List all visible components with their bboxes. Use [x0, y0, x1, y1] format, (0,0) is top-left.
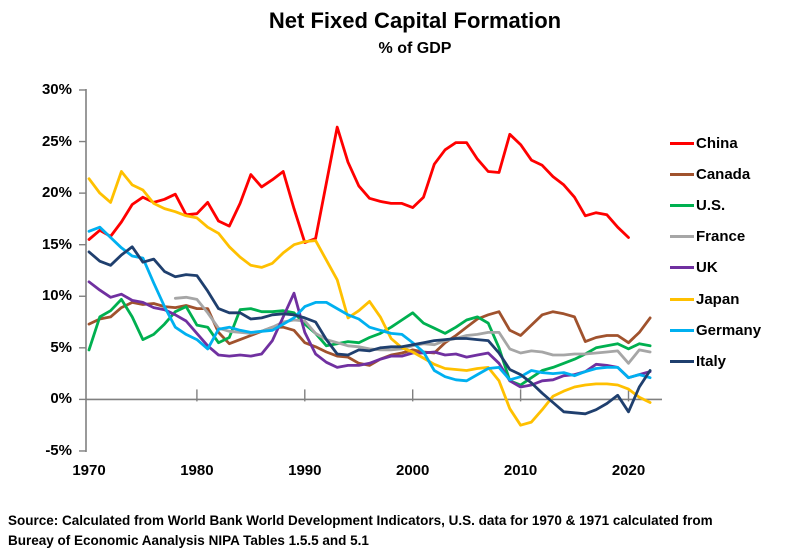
legend-label: France	[696, 228, 746, 246]
chart-subtitle: % of GDP	[378, 40, 452, 57]
legend-swatch	[670, 359, 694, 363]
series-line-japan	[87, 170, 652, 427]
legend-swatch	[670, 297, 694, 301]
series-line-italy	[87, 245, 652, 416]
legend-item-germany: Germany	[670, 320, 761, 340]
x-tick-label: 1980	[180, 462, 214, 479]
source-note: Source: Calculated from World Bank World…	[8, 511, 792, 551]
x-tick-label: 2000	[396, 462, 430, 479]
legend-swatch	[670, 203, 694, 207]
legend-item-japan: Japan	[670, 289, 739, 309]
legend-item-china: China	[670, 133, 738, 153]
y-tick-label: 5%	[50, 338, 72, 356]
legend-swatch	[670, 141, 694, 145]
series-line-canada	[87, 300, 652, 367]
legend-item-uk: UK	[670, 258, 718, 278]
x-tick-label: 1990	[288, 462, 322, 479]
series-line-china	[87, 125, 630, 245]
legend-item-france: France	[670, 227, 745, 247]
legend-label: China	[696, 134, 738, 152]
series-line-uk	[87, 280, 652, 389]
legend-label: Canada	[696, 165, 751, 183]
chart-title: Net Fixed Capital Formation	[268, 8, 562, 33]
y-tick-label: 30%	[41, 80, 72, 98]
legend-item-canada: Canada	[670, 164, 750, 184]
legend-label: Germany	[696, 321, 762, 339]
y-tick-label: 25%	[41, 132, 72, 150]
y-tick-label: 15%	[41, 235, 72, 253]
legend-item-us: U.S.	[670, 195, 725, 215]
source-line-1: Source: Calculated from World Bank World…	[8, 513, 713, 528]
legend-swatch	[670, 328, 694, 332]
legend-swatch	[670, 172, 694, 176]
x-tick-label: 2010	[503, 462, 538, 479]
legend-swatch	[670, 266, 694, 270]
legend-label: UK	[696, 259, 718, 277]
y-tick-label: 10%	[41, 287, 72, 305]
legend-item-italy: Italy	[670, 351, 726, 371]
y-tick-label: 20%	[41, 184, 72, 202]
legend-label: Italy	[696, 352, 727, 370]
legend-label: Japan	[696, 290, 740, 308]
y-tick-label: 0%	[50, 390, 72, 408]
x-tick-label: 1970	[72, 462, 106, 479]
series-line-us	[87, 297, 652, 387]
legend-swatch	[670, 235, 694, 239]
series-line-germany	[87, 225, 652, 383]
legend-label: U.S.	[696, 196, 726, 214]
source-line-2: Bureay of Economic Aanalysis NIPA Tables…	[8, 533, 369, 548]
y-tick-label: -5%	[45, 441, 72, 459]
x-tick-label: 2020	[611, 462, 646, 479]
